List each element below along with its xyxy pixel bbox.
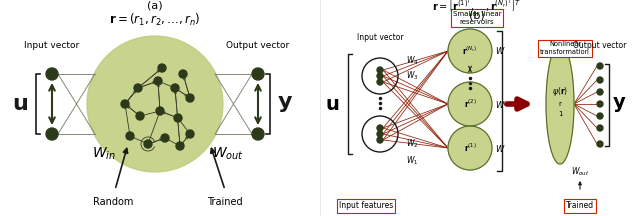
Circle shape (377, 125, 383, 131)
Circle shape (377, 73, 383, 79)
Circle shape (121, 100, 129, 108)
Text: $W$: $W$ (495, 46, 505, 57)
Circle shape (252, 128, 264, 140)
Circle shape (597, 77, 603, 83)
Text: $W_3$: $W_3$ (406, 70, 419, 82)
Circle shape (597, 89, 603, 95)
Text: Output vector: Output vector (573, 41, 627, 51)
Text: $W_{in}$: $W_{in}$ (92, 146, 116, 162)
Circle shape (377, 79, 383, 85)
Text: $W_{out}$: $W_{out}$ (212, 146, 244, 162)
Circle shape (154, 77, 162, 85)
Circle shape (597, 125, 603, 131)
Circle shape (158, 64, 166, 72)
Text: Input vector: Input vector (24, 41, 79, 51)
Circle shape (597, 141, 603, 147)
Circle shape (174, 114, 182, 122)
Text: $\mathbf{r}^{(2)}$: $\mathbf{r}^{(2)}$ (463, 98, 477, 110)
Text: $\mathbf{r} = (r_1, r_2, \ldots, r_n)$: $\mathbf{r} = (r_1, r_2, \ldots, r_n)$ (109, 12, 201, 28)
Text: Input vector: Input vector (356, 33, 403, 43)
Circle shape (46, 68, 58, 80)
Text: r: r (559, 101, 561, 107)
Text: $\mathbf{r}^{(1)}$: $\mathbf{r}^{(1)}$ (463, 142, 477, 154)
Text: Output vector: Output vector (227, 41, 290, 51)
Circle shape (179, 70, 187, 78)
Text: (b): (b) (469, 11, 485, 21)
Text: $W$: $W$ (495, 98, 505, 110)
Text: $\mathbf{r} = \left[\mathbf{r}^{(1)^T},\ldots,\mathbf{r}^{(N_r)^T}\right]^T$: $\mathbf{r} = \left[\mathbf{r}^{(1)^T},\… (433, 0, 522, 14)
Circle shape (448, 126, 492, 170)
Circle shape (186, 130, 194, 138)
Circle shape (134, 84, 142, 92)
Circle shape (186, 94, 194, 102)
Circle shape (126, 132, 134, 140)
Text: $W_2$: $W_2$ (406, 138, 418, 150)
Circle shape (377, 137, 383, 143)
Text: $\mathbf{y}$: $\mathbf{y}$ (277, 94, 293, 114)
Text: $\mathbf{u}$: $\mathbf{u}$ (12, 94, 28, 114)
Circle shape (252, 68, 264, 80)
Text: Trained: Trained (566, 202, 594, 211)
Text: Trained: Trained (207, 197, 243, 207)
Text: $W_1$: $W_1$ (406, 155, 418, 167)
Text: $W$: $W$ (495, 143, 505, 154)
Circle shape (377, 67, 383, 73)
Text: (a): (a) (147, 1, 163, 11)
Circle shape (448, 82, 492, 126)
Ellipse shape (546, 44, 574, 164)
Circle shape (597, 101, 603, 107)
Text: $\mathbf{r}^{(N_r)}$: $\mathbf{r}^{(N_r)}$ (462, 45, 477, 57)
Text: Input features: Input features (339, 202, 393, 211)
Circle shape (87, 36, 223, 172)
Circle shape (46, 128, 58, 140)
Text: $\psi(\mathbf{r})$: $\psi(\mathbf{r})$ (552, 86, 568, 98)
Text: $\mathbf{u}$: $\mathbf{u}$ (325, 95, 339, 113)
Circle shape (597, 63, 603, 69)
Circle shape (171, 84, 179, 92)
Text: $W_{out}$: $W_{out}$ (571, 166, 589, 178)
Circle shape (136, 112, 144, 120)
Text: $W_4$: $W_4$ (406, 55, 419, 67)
Circle shape (144, 140, 152, 148)
Circle shape (161, 134, 169, 142)
Circle shape (156, 107, 164, 115)
Text: Random: Random (93, 197, 133, 207)
Text: 1: 1 (557, 111, 563, 117)
Text: Nonlinear
transformation: Nonlinear transformation (540, 41, 590, 54)
Circle shape (176, 142, 184, 150)
Circle shape (377, 131, 383, 137)
Text: Smaller linear
reservoirs: Smaller linear reservoirs (452, 11, 501, 24)
Circle shape (448, 29, 492, 73)
Circle shape (597, 113, 603, 119)
Text: $\mathbf{y}$: $\mathbf{y}$ (612, 95, 626, 113)
